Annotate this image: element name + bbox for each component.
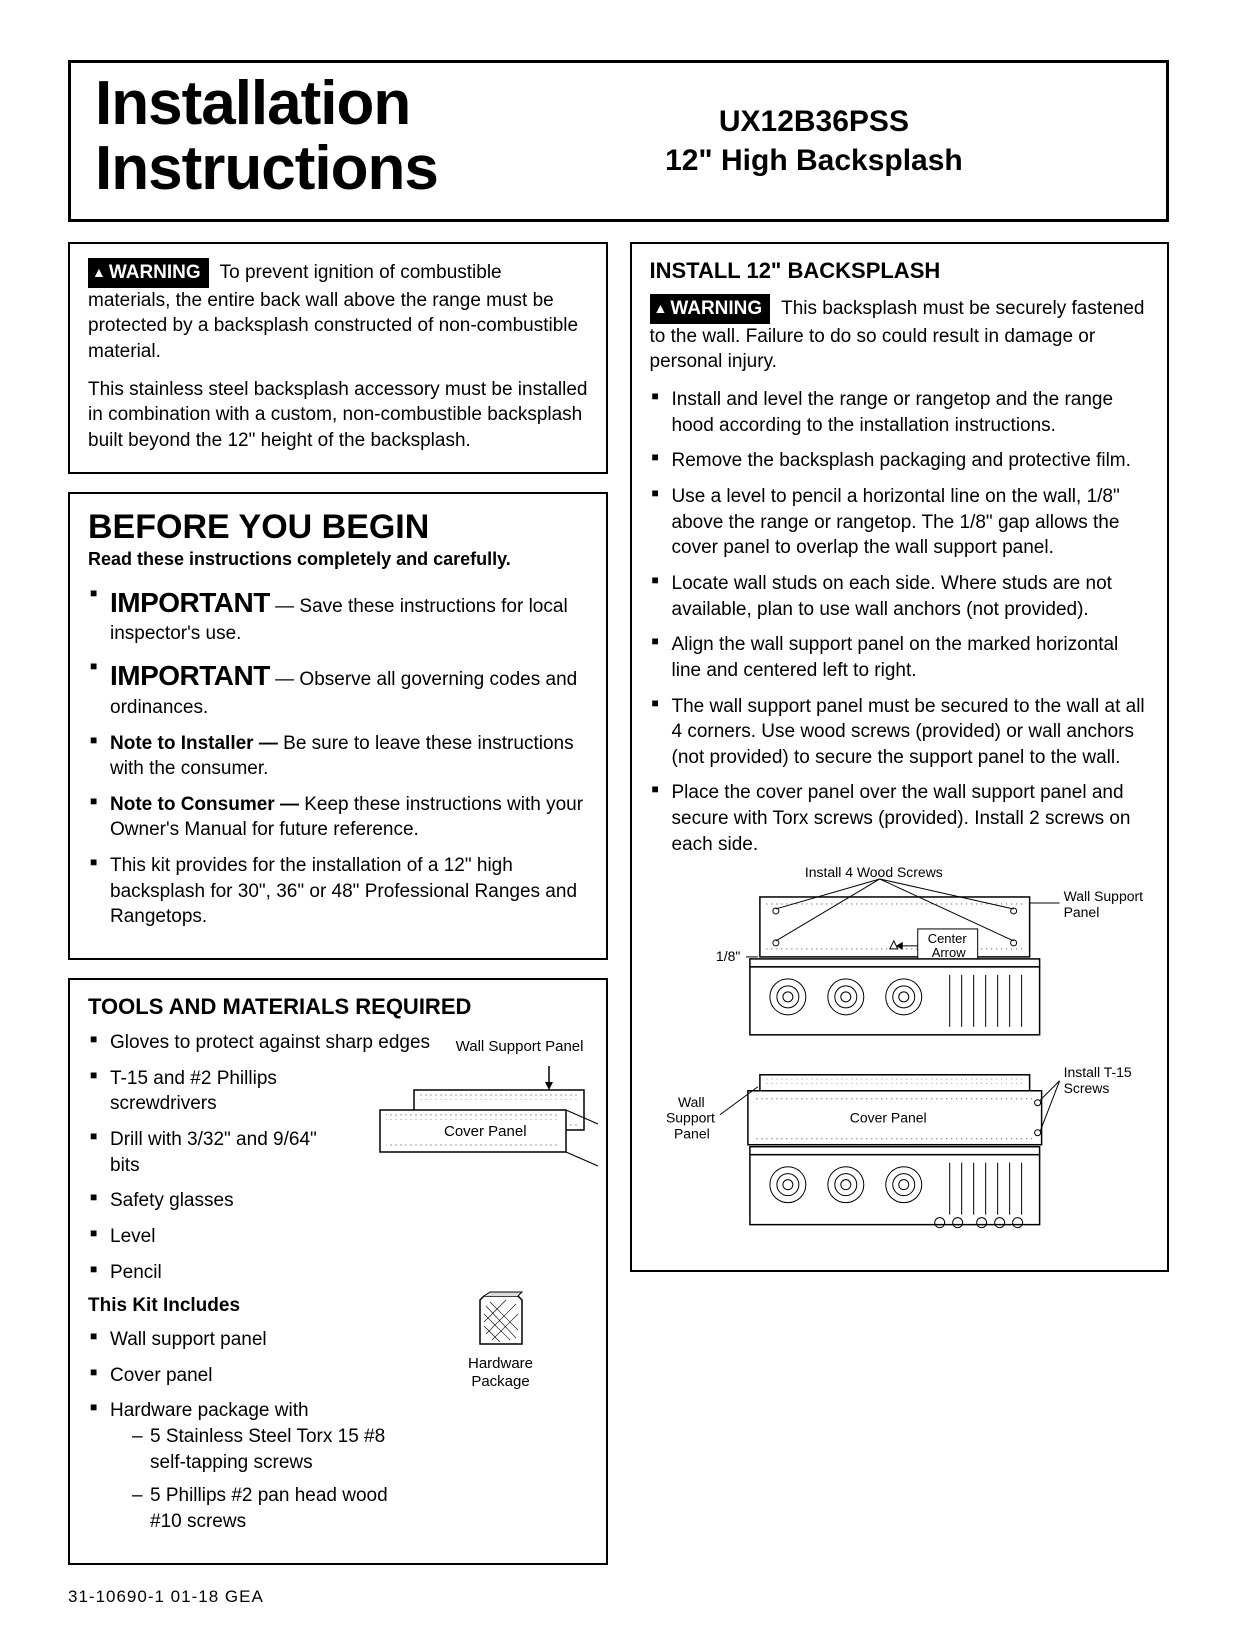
footer-text: 31-10690-1 01-18 GEA xyxy=(68,1587,1169,1607)
svg-text:Cover Panel: Cover Panel xyxy=(849,1110,926,1126)
panel-diagram-icon: Cover Panel xyxy=(374,1058,604,1168)
product-name: 12" High Backsplash xyxy=(462,141,1166,180)
list-item: Hardware package with 5 Stainless Steel … xyxy=(88,1398,588,1534)
important-lead: IMPORTANT xyxy=(110,660,270,691)
list-item: Locate wall studs on each side. Where st… xyxy=(650,571,1150,622)
list-item: Note to Installer — Be sure to leave the… xyxy=(88,731,588,782)
before-list: IMPORTANT — Save these instructions for … xyxy=(88,584,588,930)
item-text: Place the cover panel over the wall supp… xyxy=(672,782,1131,854)
list-item: 5 Phillips #2 pan head wood #10 screws xyxy=(132,1483,392,1534)
right-column: INSTALL 12" BACKSPLASH WARNING This back… xyxy=(630,242,1170,1564)
list-item: Align the wall support panel on the mark… xyxy=(650,632,1150,683)
hardware-label-1: Hardware xyxy=(456,1355,546,1373)
header-box: Installation Instructions UX12B36PSS 12"… xyxy=(68,60,1169,222)
install-warning-para: WARNING This backsplash must be securely… xyxy=(650,294,1150,375)
item-text: Install and level the range or rangetop … xyxy=(672,389,1114,436)
tools-title: TOOLS AND MATERIALS REQUIRED xyxy=(88,994,588,1020)
list-item: Level xyxy=(88,1224,588,1250)
sep: — xyxy=(270,596,300,617)
bold-prefix: Note to Consumer — xyxy=(110,794,304,815)
list-item: Remove the backsplash packaging and prot… xyxy=(650,448,1150,474)
list-item: This kit provides for the installation o… xyxy=(88,853,588,930)
title-line-1: Installation xyxy=(95,69,410,138)
item-text: Level xyxy=(110,1226,155,1247)
svg-text:Panel: Panel xyxy=(1063,904,1099,920)
doc-title: Installation Instructions xyxy=(71,63,462,219)
svg-text:Panel: Panel xyxy=(673,1126,709,1142)
svg-text:Wall Support: Wall Support xyxy=(1063,888,1143,904)
svg-text:Screws: Screws xyxy=(1063,1080,1109,1096)
content-columns: WARNING To prevent ignition of combustib… xyxy=(68,242,1169,1564)
item-text: Locate wall studs on each side. Where st… xyxy=(672,573,1112,620)
warning-badge: WARNING xyxy=(650,294,771,324)
sep: — xyxy=(270,669,300,690)
item-text: Cover panel xyxy=(110,1365,212,1386)
list-item: Install and level the range or rangetop … xyxy=(650,387,1150,438)
model-number: UX12B36PSS xyxy=(462,102,1166,141)
warning-paragraph-1: WARNING To prevent ignition of combustib… xyxy=(88,258,588,365)
important-lead: IMPORTANT xyxy=(110,587,270,618)
install-box: INSTALL 12" BACKSPLASH WARNING This back… xyxy=(630,242,1170,1272)
range-diagram-icon: Install 4 Wood Screws Wall Support Panel… xyxy=(650,867,1150,1247)
warning-paragraph-2: This stainless steel backsplash accessor… xyxy=(88,377,588,454)
left-column: WARNING To prevent ignition of combustib… xyxy=(68,242,608,1564)
title-line-2: Instructions xyxy=(95,134,438,203)
warning-box-1: WARNING To prevent ignition of combustib… xyxy=(68,242,608,473)
list-item: IMPORTANT — Save these instructions for … xyxy=(88,584,588,647)
svg-text:Support: Support xyxy=(665,1110,714,1126)
before-you-begin-box: BEFORE YOU BEGIN Read these instructions… xyxy=(68,492,608,960)
panel-figure: Wall Support Panel xyxy=(374,1038,604,1173)
svg-text:Install 4 Wood Screws: Install 4 Wood Screws xyxy=(804,867,942,880)
item-text: The wall support panel must be secured t… xyxy=(672,696,1145,768)
item-text: T-15 and #2 Phillips screwdrivers xyxy=(110,1068,277,1115)
list-item: Place the cover panel over the wall supp… xyxy=(650,780,1150,857)
before-title: BEFORE YOU BEGIN xyxy=(88,508,588,547)
install-steps: Install and level the range or rangetop … xyxy=(650,387,1150,857)
warning-badge: WARNING xyxy=(88,258,209,288)
item-text: 5 Phillips #2 pan head wood #10 screws xyxy=(150,1485,388,1532)
install-diagram: Install 4 Wood Screws Wall Support Panel… xyxy=(650,867,1150,1252)
list-item: Note to Consumer — Keep these instructio… xyxy=(88,792,588,843)
hardware-label-2: Package xyxy=(456,1373,546,1391)
before-subtitle: Read these instructions completely and c… xyxy=(88,549,588,570)
list-item: Use a level to pencil a horizontal line … xyxy=(650,484,1150,561)
product-header: UX12B36PSS 12" High Backsplash xyxy=(462,102,1166,180)
svg-text:Center: Center xyxy=(927,931,967,946)
hardware-figure: Hardware Package xyxy=(456,1290,546,1391)
item-text: This kit provides for the installation o… xyxy=(110,855,577,927)
item-text: Remove the backsplash packaging and prot… xyxy=(672,450,1131,471)
install-title: INSTALL 12" BACKSPLASH xyxy=(650,258,1150,284)
tools-box: TOOLS AND MATERIALS REQUIRED Gloves to p… xyxy=(68,978,608,1565)
svg-text:Install T-15: Install T-15 xyxy=(1063,1064,1131,1080)
list-item: IMPORTANT — Observe all governing codes … xyxy=(88,657,588,720)
item-text: Align the wall support panel on the mark… xyxy=(672,634,1119,681)
cover-panel-svg-label: Cover Panel xyxy=(444,1123,527,1140)
list-item: Pencil xyxy=(88,1260,588,1286)
item-text: Safety glasses xyxy=(110,1190,234,1211)
item-text: 5 Stainless Steel Torx 15 #8 self-tappin… xyxy=(150,1426,385,1473)
svg-text:1/8": 1/8" xyxy=(715,948,739,964)
item-text: Wall support panel xyxy=(110,1329,267,1350)
svg-text:Arrow: Arrow xyxy=(931,945,966,960)
bold-prefix: Note to Installer — xyxy=(110,733,283,754)
wall-support-label: Wall Support Panel xyxy=(374,1038,604,1056)
list-item: Drill with 3/32" and 9/64" bits xyxy=(88,1127,328,1178)
list-item: The wall support panel must be secured t… xyxy=(650,694,1150,771)
list-item: T-15 and #2 Phillips screwdrivers xyxy=(88,1066,328,1117)
svg-text:Wall: Wall xyxy=(677,1094,704,1110)
item-text: Pencil xyxy=(110,1262,162,1283)
item-text: Drill with 3/32" and 9/64" bits xyxy=(110,1129,317,1176)
item-text: Use a level to pencil a horizontal line … xyxy=(672,486,1120,558)
item-text: Hardware package with xyxy=(110,1400,309,1421)
list-item: Safety glasses xyxy=(88,1188,588,1214)
list-item: 5 Stainless Steel Torx 15 #8 self-tappin… xyxy=(132,1424,392,1475)
kit-sublist: 5 Stainless Steel Torx 15 #8 self-tappin… xyxy=(110,1424,588,1535)
hardware-package-icon xyxy=(476,1290,526,1350)
